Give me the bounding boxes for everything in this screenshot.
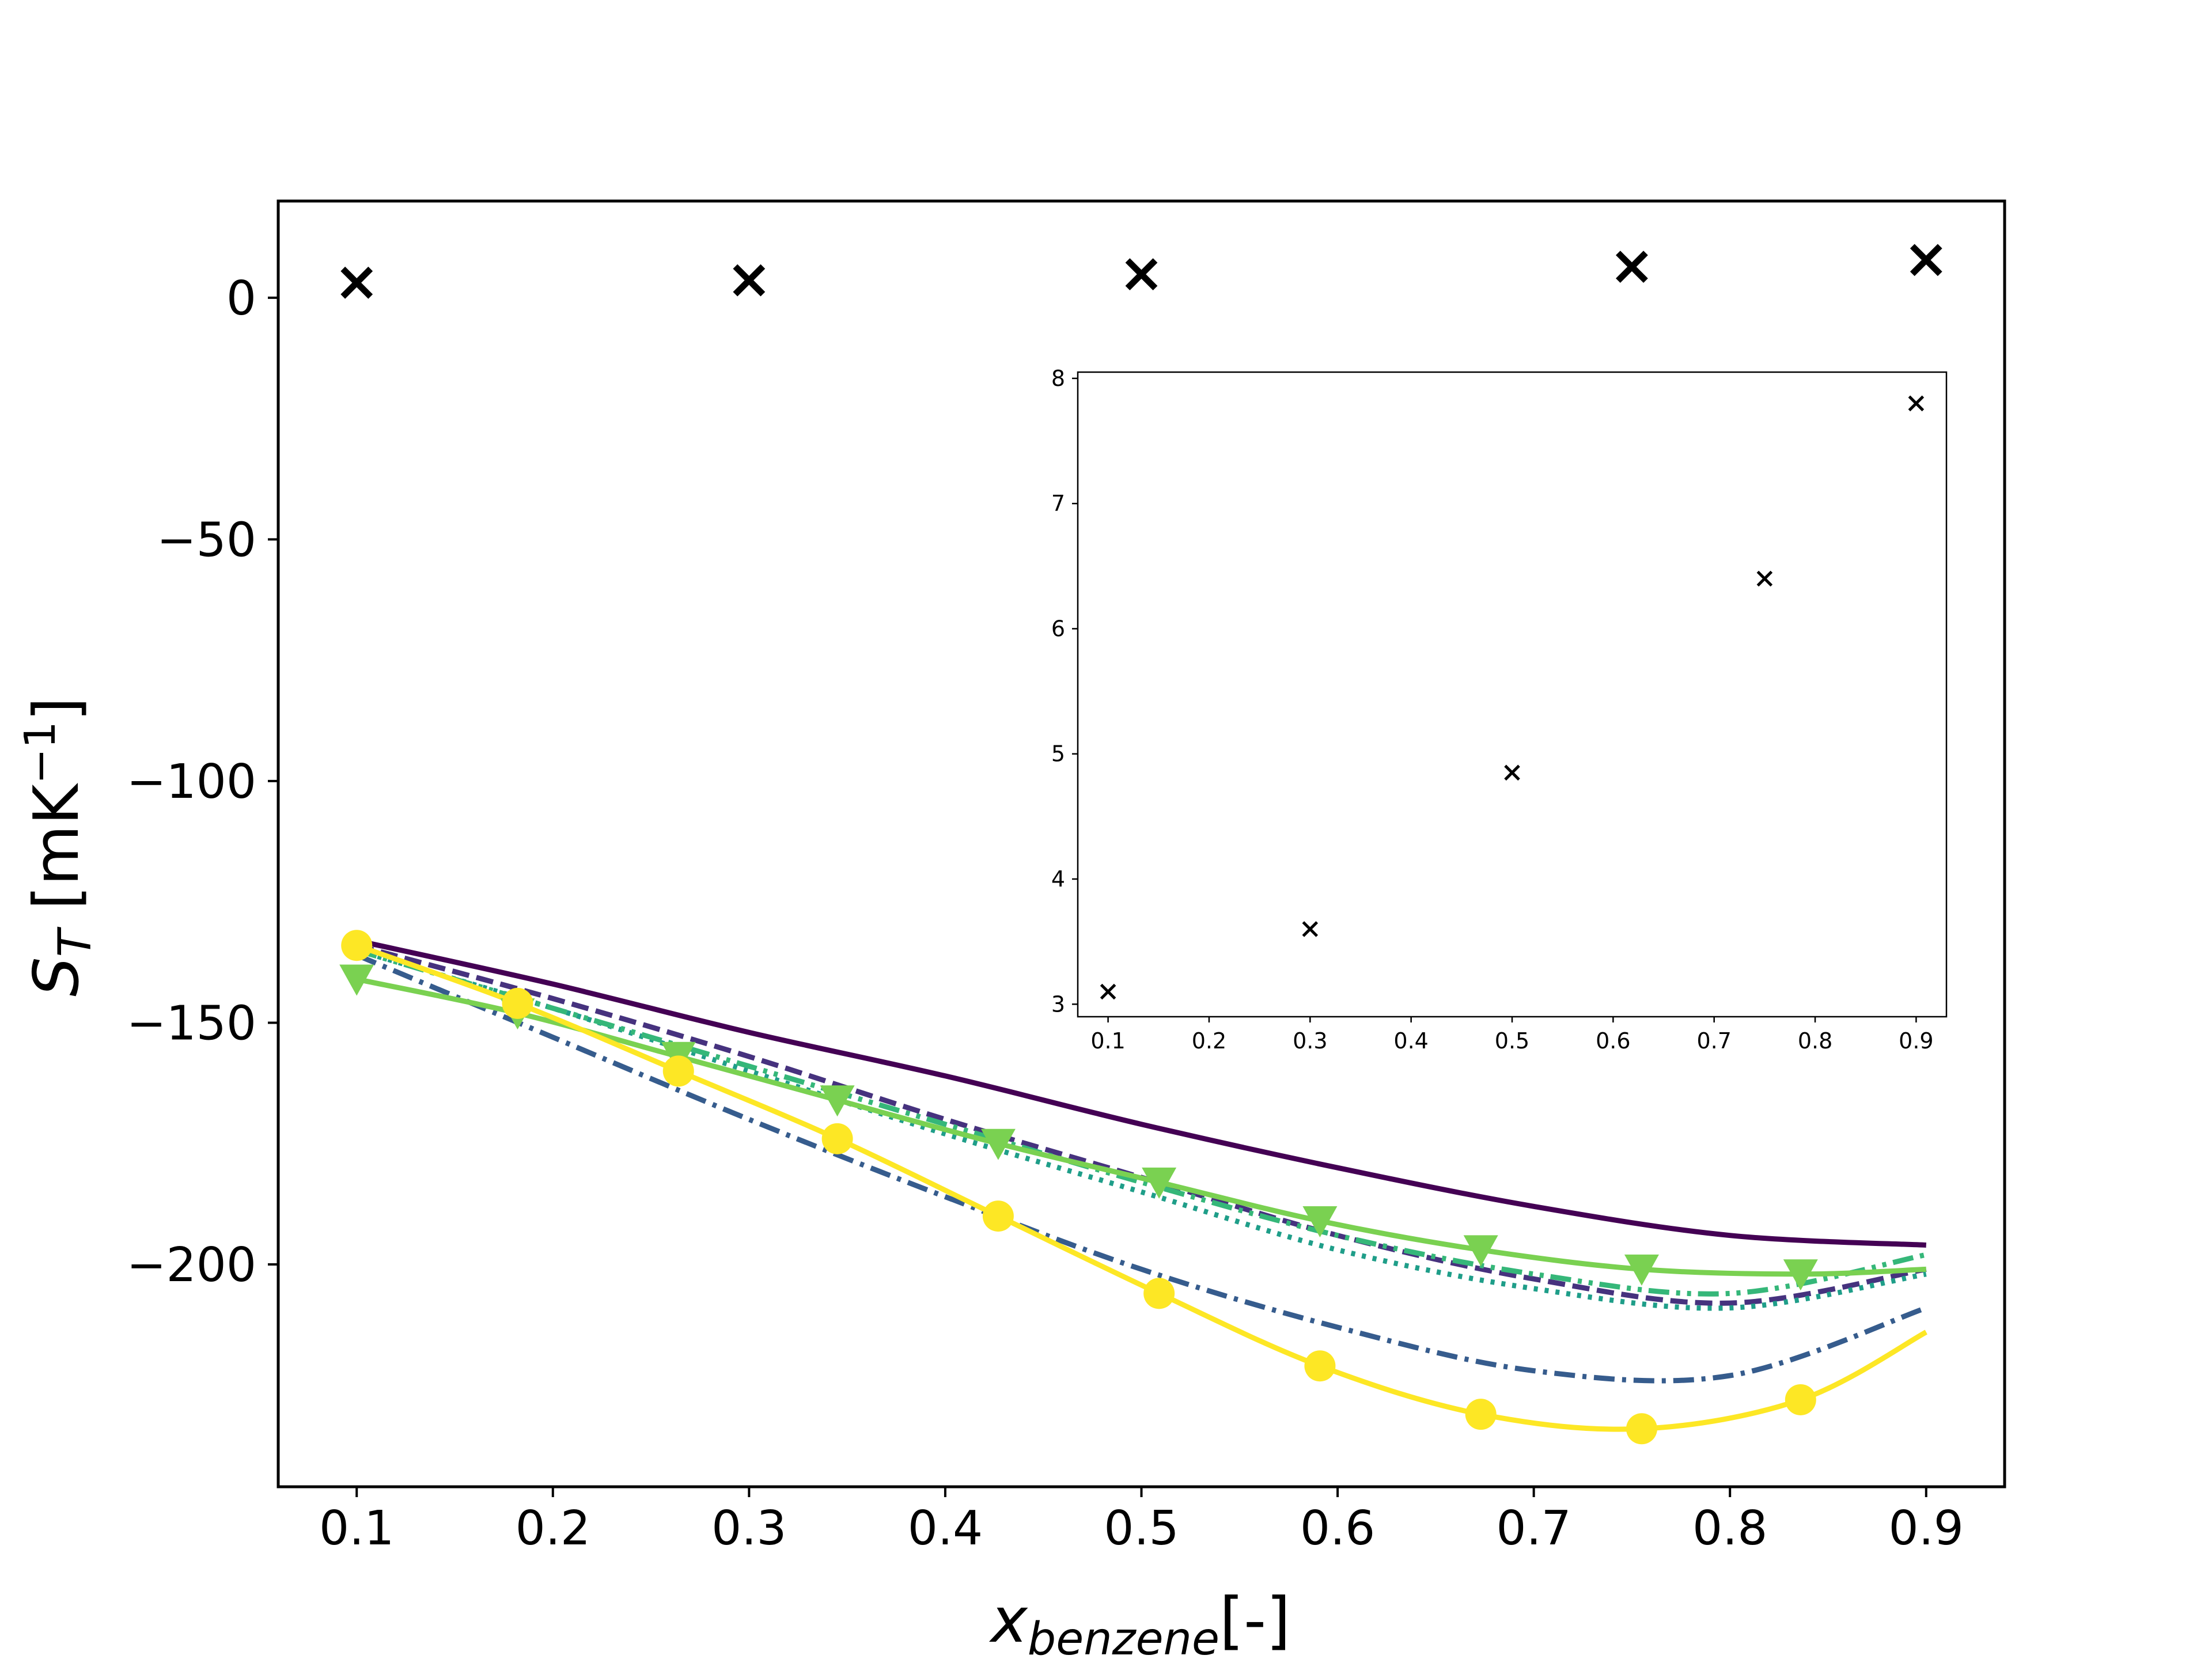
scatter-point-x-marker — [1910, 244, 1942, 276]
series-line-3 — [355, 948, 1927, 1311]
inset-x-axis: 0.1 0.2 0.3 0.4 0.5 0.6 0.7 0.8 0.9 — [1090, 1017, 1934, 1054]
y-axis-label-tail: [mK — [21, 782, 93, 930]
inset-plot: 0.1 0.2 0.3 0.4 0.5 0.6 0.7 0.8 0.9 3 4 5 6 7 8 — [1051, 366, 1948, 1054]
x-tick-label: 0.9 — [1889, 1501, 1964, 1556]
y-tick-label: −50 — [157, 513, 256, 567]
inset-scatter-x-marker — [1908, 395, 1925, 412]
y-axis-label-subscript: T — [50, 926, 101, 957]
series-5-triangle-marker — [1463, 1235, 1498, 1267]
inset-y-tick-label: 7 — [1051, 491, 1065, 516]
series-5-triangle-marker — [980, 1128, 1016, 1160]
x-tick-label: 0.5 — [1104, 1501, 1179, 1556]
y-axis-label-main: S — [21, 957, 93, 997]
inset-y-tick-label: 4 — [1051, 866, 1065, 892]
x-axis-label-main: x — [989, 1585, 1028, 1657]
x-axis-label-tail: [-] — [1219, 1585, 1290, 1657]
inset-x-tick-label: 0.2 — [1192, 1028, 1226, 1054]
series-6-circle-marker — [662, 1055, 694, 1087]
x-tick-label: 0.1 — [319, 1501, 394, 1556]
inset-x-tick-label: 0.7 — [1696, 1028, 1731, 1054]
series-6-circle-marker — [502, 987, 533, 1019]
inset-scatter-x-marker — [1504, 764, 1520, 781]
main-plot: 0.1 0.2 0.3 0.4 0.5 0.6 0.7 0.8 0.9 0−50−100−150… — [16, 199, 2006, 1659]
inset-scatter-x-marker — [1756, 570, 1773, 587]
inset-y-tick-label: 6 — [1051, 616, 1065, 641]
series-6-circle-marker — [1626, 1413, 1657, 1445]
inset-scatter-group — [1100, 395, 1925, 1000]
x-axis-label-subscript: benzene — [1028, 1613, 1219, 1659]
series-6-circle-marker — [1143, 1278, 1175, 1309]
x-tick-label: 0.3 — [711, 1501, 786, 1556]
series-5-triangle-marker — [1142, 1167, 1177, 1199]
series-5-triangle-marker — [820, 1085, 855, 1117]
series-6-circle-marker — [982, 1200, 1014, 1232]
inset-x-tick-label: 0.1 — [1090, 1028, 1125, 1054]
series-5-triangle-marker — [1302, 1206, 1338, 1237]
main-scatter-group — [340, 244, 1942, 299]
series-line-4 — [355, 948, 1927, 1297]
inset-y-tick-label: 3 — [1051, 991, 1065, 1017]
main-marker-group — [339, 930, 1818, 1445]
y-tick-label: −150 — [127, 996, 256, 1051]
series-6-circle-marker — [1465, 1399, 1497, 1430]
series-5-triangle-marker — [1624, 1254, 1659, 1286]
series-5-triangle-marker — [1783, 1259, 1818, 1291]
inset-y-tick-label: 8 — [1051, 366, 1065, 391]
inset-x-tick-label: 0.6 — [1596, 1028, 1630, 1054]
inset-x-tick-label: 0.9 — [1899, 1028, 1933, 1054]
x-tick-label: 0.2 — [516, 1501, 590, 1556]
scatter-point-x-marker — [1125, 258, 1158, 291]
y-tick-label: −100 — [127, 755, 256, 809]
x-tick-label: 0.4 — [908, 1501, 983, 1556]
scatter-point-x-marker — [733, 264, 766, 297]
series-5-triangle-marker — [339, 964, 374, 996]
inset-x-tick-label: 0.5 — [1495, 1028, 1529, 1054]
x-tick-label: 0.6 — [1300, 1501, 1375, 1556]
series-line-0 — [356, 938, 1927, 1248]
y-tick-label: −200 — [127, 1238, 256, 1293]
x-axis-label: xbenzene[-] — [989, 1585, 1290, 1659]
y-axis-label-superscript: −1 — [16, 721, 65, 784]
x-tick-label: 0.7 — [1496, 1501, 1571, 1556]
scatter-point-x-marker — [1616, 251, 1648, 283]
main-y-axis: 0 −50 −100 −150 −200 — [127, 271, 278, 1293]
inset-y-tick-label: 5 — [1051, 741, 1065, 767]
inset-x-tick-label: 0.4 — [1393, 1028, 1428, 1054]
series-6-circle-marker — [1304, 1350, 1336, 1382]
series-6-circle-marker — [1785, 1384, 1816, 1415]
main-x-axis: 0.1 0.2 0.3 0.4 0.5 0.6 0.7 0.8 0.9 — [319, 1487, 1964, 1556]
y-axis-label: ST [mK−1] — [16, 697, 101, 997]
scatter-point-x-marker — [340, 266, 373, 299]
inset-x-tick-label: 0.3 — [1293, 1028, 1327, 1054]
main-series-group — [355, 938, 1927, 1432]
series-line-2 — [355, 952, 1927, 1384]
inset-scatter-x-marker — [1100, 983, 1116, 1000]
inset-background — [1078, 372, 1946, 1017]
inset-x-tick-label: 0.8 — [1798, 1028, 1832, 1054]
inset-y-axis: 3 4 5 6 7 8 — [1051, 366, 1078, 1017]
y-tick-label: 0 — [226, 271, 256, 326]
series-6-circle-marker — [341, 930, 373, 961]
x-tick-label: 0.8 — [1692, 1501, 1767, 1556]
y-axis-label-close: ] — [21, 697, 93, 721]
inset-scatter-x-marker — [1302, 921, 1319, 937]
series-6-circle-marker — [821, 1123, 853, 1154]
